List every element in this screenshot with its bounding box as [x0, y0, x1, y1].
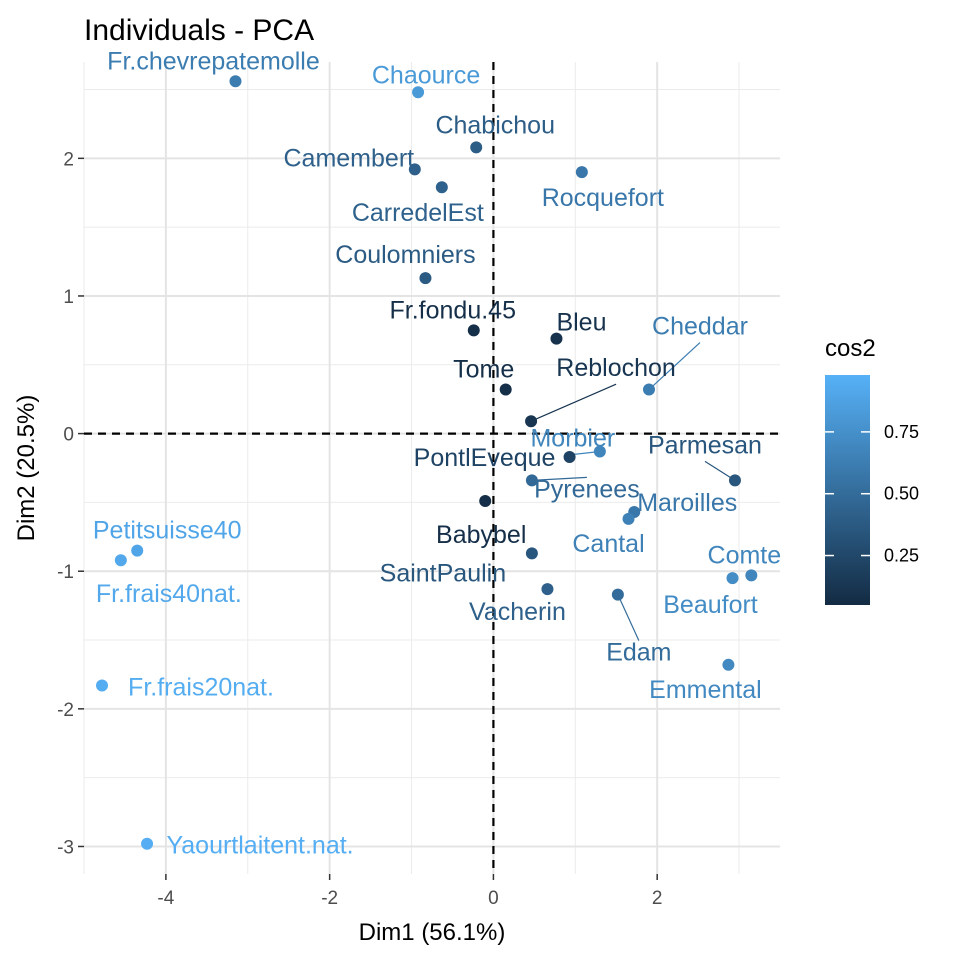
point-label: CarredelEst [352, 199, 484, 227]
label-connector [530, 383, 617, 422]
data-point [593, 445, 606, 458]
legend-colorbar [825, 375, 870, 605]
reference-lines [84, 62, 780, 874]
data-point [412, 86, 425, 99]
x-tick-label: -2 [321, 888, 338, 909]
data-point [622, 512, 635, 525]
data-point [550, 332, 563, 345]
data-point [499, 383, 512, 396]
point-label: Coulomniers [335, 241, 475, 269]
legend-tick-label: 0.75 [884, 422, 919, 442]
point-label: Fr.fondu.45 [390, 296, 516, 324]
legend-tick-label: 0.50 [884, 484, 919, 504]
point-label: Reblochon [556, 354, 676, 382]
data-point [435, 181, 448, 194]
point-label: Comte [708, 541, 782, 569]
point-label: Parmesan [648, 431, 762, 459]
point-label: Camembert [284, 144, 415, 172]
data-point [131, 544, 144, 557]
point-label: Fr.frais40nat. [96, 580, 242, 608]
point-label: Babybel [436, 521, 526, 549]
data-point [611, 588, 624, 601]
point-label: Vacherin [469, 598, 566, 626]
point-label: Tome [453, 356, 514, 384]
data-point [525, 415, 538, 428]
point-label: Cheddar [652, 313, 748, 341]
data-point [525, 547, 538, 560]
point-label: Fr.frais20nat. [128, 673, 274, 701]
data-point [467, 324, 480, 337]
point-labels: Fr.chevrepatemolle Chaource Chabichou Camem… [93, 47, 781, 859]
point-label: Yaourtlaitent.nat. [166, 832, 353, 860]
point-label: Rocquefort [542, 184, 664, 212]
point-label: Morbier [530, 424, 615, 452]
point-label: Beaufort [663, 591, 758, 619]
plot-panel [84, 62, 780, 874]
label-connector [531, 476, 587, 481]
label-connector [617, 594, 640, 641]
data-point [563, 450, 576, 463]
data-point [470, 141, 483, 154]
point-label: Fr.chevrepatemolle [107, 47, 320, 75]
data-point [541, 583, 554, 596]
point-label: Cantal [572, 530, 644, 558]
data-point [96, 679, 109, 692]
point-label: Emmental [649, 676, 762, 704]
legend-ticks: 0.25 0.50 0.75 [825, 422, 919, 566]
point-label: Chaource [372, 61, 480, 89]
data-point [419, 272, 432, 285]
data-point [745, 569, 758, 582]
y-tick-label: 1 [63, 287, 74, 308]
data-points [96, 75, 758, 850]
point-label: Chabichou [435, 111, 555, 139]
point-label: Maroilles [637, 489, 737, 517]
data-point [141, 837, 154, 850]
data-point [229, 75, 242, 88]
data-point [525, 474, 538, 487]
legend-title: cos2 [825, 335, 876, 362]
y-tick-label: -2 [57, 700, 74, 721]
y-tick-label: -3 [57, 837, 74, 858]
data-point [728, 474, 741, 487]
label-connector [648, 342, 701, 390]
data-point [642, 383, 655, 396]
point-label: SaintPaulin [380, 559, 506, 587]
point-label: Petitsuisse40 [93, 517, 242, 545]
y-tick-label: -1 [57, 562, 74, 583]
data-point [408, 163, 421, 176]
point-label: Pyrenees [534, 475, 640, 503]
data-point [726, 572, 739, 585]
x-axis: -4 -2 0 2 [157, 874, 662, 909]
legend-tick-label: 0.25 [884, 546, 919, 566]
data-point [114, 554, 127, 567]
x-axis-title: Dim1 (56.1%) [359, 919, 506, 946]
y-tick-label: 2 [63, 149, 74, 170]
data-point [722, 658, 735, 671]
y-axis-title: Dim2 (20.5%) [13, 395, 40, 542]
point-label: Edam [606, 639, 671, 667]
y-axis: -3 -2 -1 0 1 2 [57, 149, 84, 858]
data-point [575, 166, 588, 179]
x-tick-label: -4 [157, 888, 174, 909]
x-tick-label: 0 [488, 888, 499, 909]
label-connectors [530, 342, 736, 641]
x-tick-label: 2 [652, 888, 663, 909]
point-label: Bleu [556, 309, 606, 337]
chart-title: Individuals - PCA [84, 14, 314, 47]
point-label: PontlEveque [414, 444, 556, 472]
color-legend: cos2 0.25 0.50 0.75 [825, 335, 919, 605]
y-tick-label: 0 [63, 425, 74, 446]
data-point [479, 495, 492, 508]
